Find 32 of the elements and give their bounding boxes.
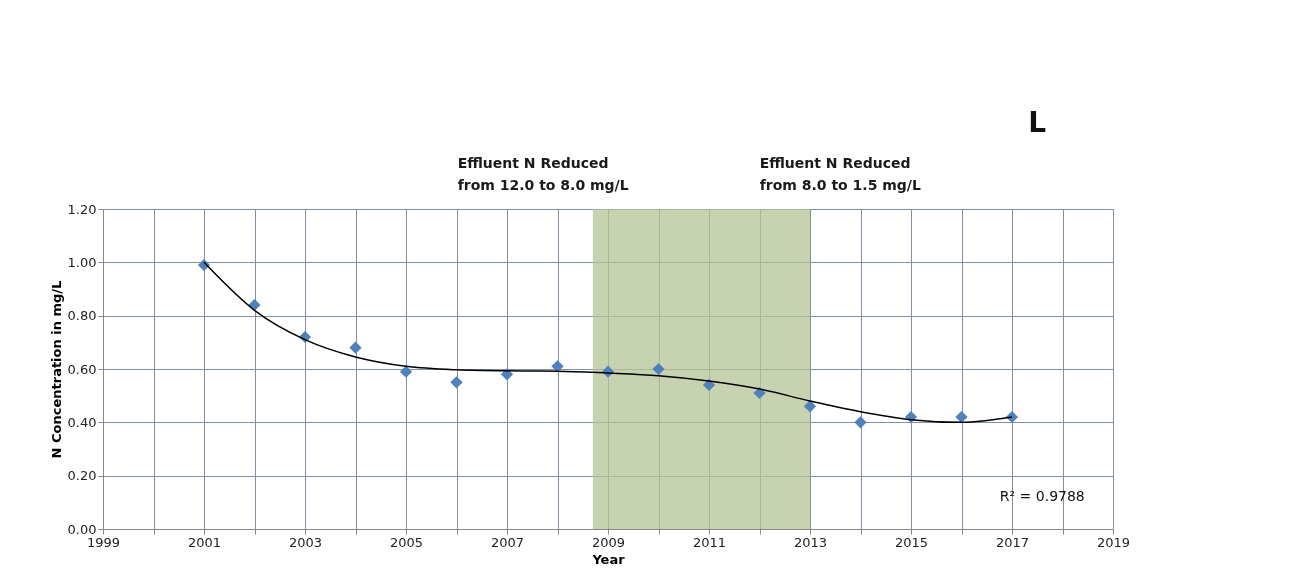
point — [955, 410, 968, 424]
x-tick-label: 2009 — [591, 534, 626, 550]
y-axis-title: N Concentration in mg/L — [48, 280, 64, 459]
x-tick-label: 2003 — [288, 534, 323, 550]
point — [399, 365, 413, 378]
x-tick-label: 2005 — [389, 534, 424, 550]
x-tick-label: 2001 — [187, 534, 222, 550]
text: Effluent N Reduced from 12.0 to 8.0 mg/L — [457, 155, 629, 193]
y-tick-label: 0.60 — [67, 361, 97, 377]
text: Effluent N Reduced from 8.0 to 1.5 mg/L — [759, 155, 921, 193]
x-tick-label: 2011 — [692, 534, 727, 550]
y-tick-label: 0.80 — [67, 308, 97, 324]
point — [349, 341, 362, 354]
point — [702, 378, 716, 392]
point — [803, 400, 817, 413]
y-tick-label: 1.20 — [67, 201, 97, 217]
annotation: R² = 0.9788 — [999, 488, 1085, 504]
point — [854, 416, 867, 429]
text: L — [1028, 106, 1047, 139]
y-tick-label: 0.20 — [67, 468, 97, 484]
y-tick-label: 1.00 — [67, 254, 97, 270]
x-tick-label: 1999 — [86, 534, 121, 550]
point — [450, 376, 463, 389]
x-tick-label: 2007 — [490, 534, 525, 550]
x-tick-label: 2017 — [995, 534, 1030, 550]
y-tick-label: 0.40 — [67, 414, 97, 430]
point — [652, 362, 665, 376]
x-axis-title: Year — [591, 551, 626, 567]
y-tick-label: 0.00 — [67, 521, 97, 537]
x-tick-label: 2015 — [894, 534, 929, 550]
x-tick-label: 2019 — [1096, 534, 1131, 550]
x-tick-label: 2013 — [793, 534, 828, 550]
